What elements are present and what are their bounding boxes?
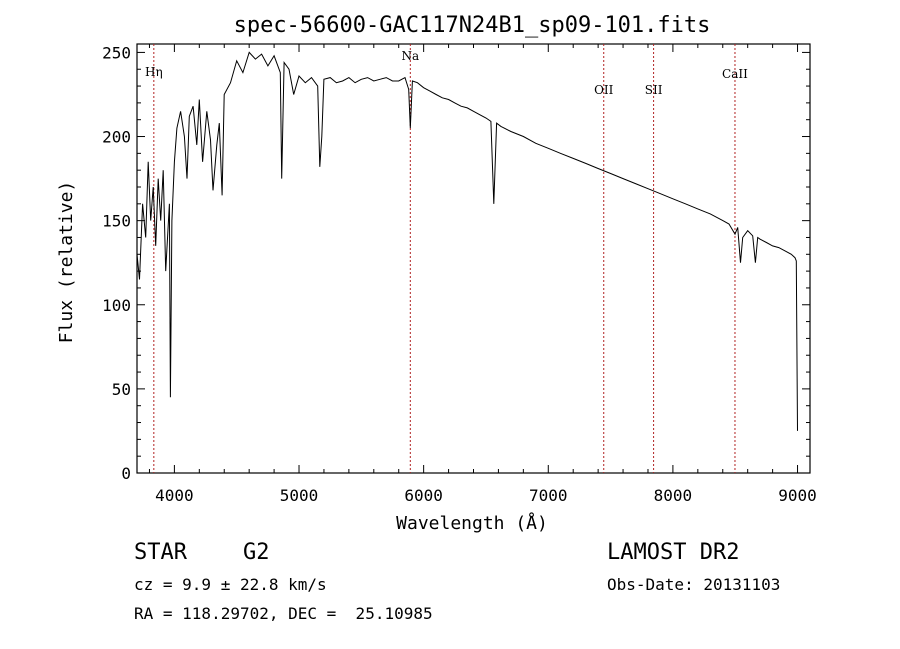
spectrum-chart: spec-56600-GAC117N24B1_sp09-101.fits Hη N…	[56, 13, 817, 534]
x-tick-label: 8000	[654, 486, 693, 505]
y-axis: 0 50 100 150 200 250	[102, 43, 810, 483]
spectrum-line	[136, 51, 798, 431]
y-tick-label: 250	[102, 43, 131, 62]
plot-frame	[136, 43, 811, 474]
y-tick-label: 150	[102, 212, 131, 231]
x-axis-label: Wavelength (Å)	[396, 512, 548, 534]
radec-line: RA = 118.29702, DEC = 25.10985	[134, 604, 433, 623]
x-tick-label: 6000	[404, 486, 443, 505]
object-subclass: G2	[243, 540, 270, 565]
y-tick-label: 50	[112, 380, 131, 399]
line-markers: Hη Na OII SII CaII	[145, 44, 748, 473]
line-marker-label: CaII	[722, 67, 748, 81]
obs-date: Obs-Date: 20131103	[607, 575, 781, 594]
object-class: STAR	[134, 540, 187, 565]
line-marker-label: Na	[401, 49, 419, 63]
x-tick-label: 7000	[529, 486, 568, 505]
y-tick-label: 100	[102, 296, 131, 315]
redshift-line: cz = 9.9 ± 22.8 km/s	[134, 575, 327, 594]
x-tick-label: 5000	[280, 486, 319, 505]
line-marker-label: SII	[645, 83, 663, 97]
x-tick-label: 9000	[778, 486, 817, 505]
x-axis: 4000 5000 6000 7000 8000 9000	[148, 44, 817, 505]
y-tick-label: 0	[121, 464, 131, 483]
y-tick-label: 200	[102, 128, 131, 147]
x-tick-label: 4000	[155, 486, 194, 505]
line-marker-label: OII	[594, 83, 614, 97]
chart-title: spec-56600-GAC117N24B1_sp09-101.fits	[234, 13, 711, 38]
y-axis-label: Flux (relative)	[56, 181, 77, 344]
survey-name: LAMOST DR2	[607, 540, 740, 565]
line-marker-label: Hη	[145, 65, 163, 79]
